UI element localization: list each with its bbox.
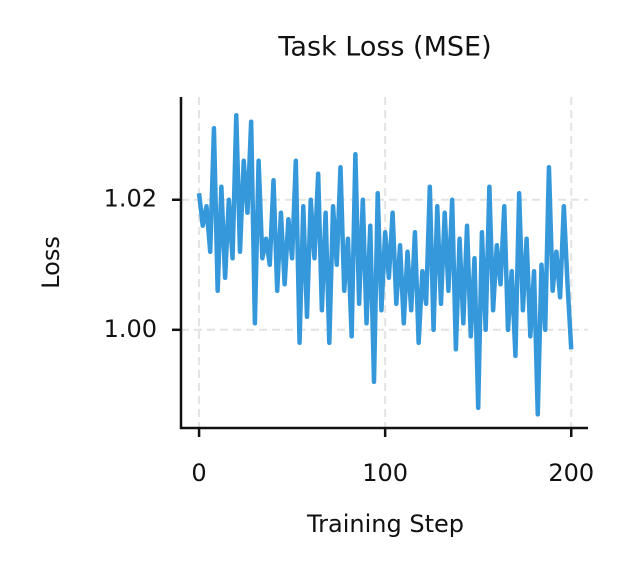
chart-title: Task Loss (MSE)	[277, 32, 491, 63]
y-tick-label: 1.02	[104, 185, 157, 213]
x-axis-label: Training Step	[306, 510, 464, 538]
y-axis-label: Loss	[37, 236, 65, 289]
x-tick-label: 0	[191, 459, 206, 487]
y-tick-label: 1.00	[104, 315, 157, 343]
x-tick-label: 200	[548, 459, 594, 487]
x-tick-label: 100	[362, 459, 408, 487]
loss-line	[196, 112, 574, 417]
